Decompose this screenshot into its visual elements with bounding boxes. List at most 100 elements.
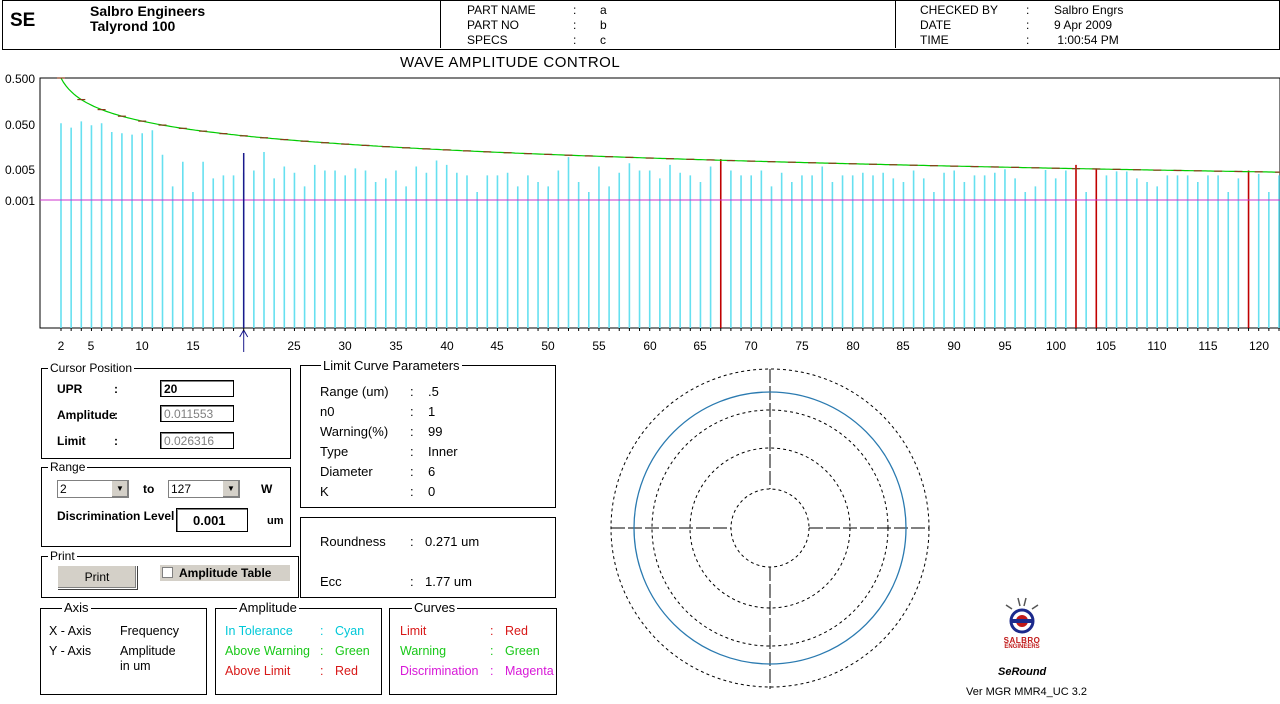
chevron-down-icon[interactable]: ▼: [111, 481, 128, 497]
header-logo-text: SE: [10, 10, 36, 31]
x-tick-label: 120: [1249, 339, 1270, 353]
specs-label: SPECS: [467, 33, 508, 47]
amplitude-legend-colon: :: [320, 644, 324, 658]
checked-by-value: Salbro Engrs: [1054, 3, 1124, 17]
discrimination-unit: um: [267, 515, 284, 527]
limit-param-value: 0: [428, 484, 436, 499]
x-tick-label: 50: [541, 339, 555, 353]
x-tick-label: 90: [947, 339, 961, 353]
limit-param-label: K: [320, 484, 329, 499]
header-divider-2: [895, 0, 896, 48]
salbro-logo-icon: [1005, 597, 1039, 634]
print-button[interactable]: Print: [57, 565, 137, 589]
curves-legend-title: Curves: [412, 600, 458, 615]
amplitude-colon: :: [114, 408, 118, 422]
date-colon: :: [1026, 18, 1030, 32]
chart-title: WAVE AMPLITUDE CONTROL: [400, 54, 621, 71]
x-tick-label: 75: [795, 339, 809, 353]
x-tick-label: 35: [389, 339, 403, 353]
polar-profile: [633, 391, 907, 665]
x-tick-label: 25: [287, 339, 301, 353]
cursor-arrow-icon[interactable]: [239, 328, 249, 352]
curves-legend-value: Red: [505, 624, 528, 638]
y-axis-value-1: Amplitude: [120, 644, 176, 658]
limit-params-title: Limit Curve Parameters: [321, 358, 462, 373]
version-label: Ver MGR MMR4_UC 3.2: [966, 686, 1088, 698]
amplitude-table-label[interactable]: Amplitude Table: [179, 566, 272, 580]
limit-field: 0.026316: [160, 432, 234, 449]
x-tick-label: 40: [440, 339, 454, 353]
checked-by-label: CHECKED BY: [920, 3, 999, 17]
roundness-colon: :: [410, 534, 414, 549]
limit-param-label: Range (um): [320, 384, 389, 399]
amplitude-legend-value: Green: [335, 644, 370, 658]
amplitude-legend-value: Red: [335, 664, 358, 678]
upr-colon: :: [114, 382, 118, 396]
chevron-down-icon[interactable]: ▼: [222, 481, 239, 497]
curves-legend-value: Magenta: [505, 664, 554, 678]
limit-param-colon: :: [410, 444, 414, 459]
curves-legend-label: Discrimination: [400, 664, 479, 678]
discrimination-input[interactable]: 0.001: [176, 508, 248, 532]
part-no-value: b: [600, 18, 607, 32]
curves-legend-colon: :: [490, 644, 494, 658]
specs-colon: :: [573, 33, 577, 47]
range-to-label: to: [143, 482, 155, 496]
limit-param-label: Warning(%): [320, 424, 389, 439]
x-tick-label: 65: [693, 339, 707, 353]
limit-param-label: Type: [320, 444, 349, 459]
part-no-colon: :: [573, 18, 577, 32]
limit-param-colon: :: [410, 384, 414, 399]
axis-legend-group: [40, 608, 207, 695]
x-tick-label: 80: [846, 339, 860, 353]
header-bar: [2, 0, 1280, 50]
x-tick-label: 70: [744, 339, 758, 353]
curves-legend-group: [389, 608, 557, 695]
ecc-colon: :: [410, 574, 414, 589]
amplitude-table-checkbox[interactable]: [162, 567, 173, 578]
time-value: 1:00:54 PM: [1054, 33, 1119, 47]
x-tick-label: 85: [896, 339, 910, 353]
roundness-label: Roundness: [320, 534, 386, 549]
x-tick-label: 100: [1046, 339, 1067, 353]
axis-legend-title: Axis: [62, 600, 91, 615]
x-tick-label: 115: [1198, 339, 1218, 353]
range-to-select[interactable]: 127 ▼: [168, 480, 240, 498]
amplitude-legend-label: In Tolerance: [225, 624, 293, 638]
ecc-value: 1.77 um: [425, 574, 472, 589]
limit-param-label: n0: [320, 404, 335, 419]
upr-input[interactable]: 20: [160, 380, 234, 397]
upr-label: UPR: [57, 382, 83, 396]
roundness-value: 0.271 um: [425, 534, 480, 549]
results-group: [300, 517, 556, 598]
limit-param-label: Diameter: [320, 464, 373, 479]
curves-legend-label: Warning: [400, 644, 447, 658]
curves-legend-label: Limit: [400, 624, 427, 638]
amplitude-table-checkbox-area[interactable]: [160, 565, 290, 581]
limit-param-value: .5: [428, 384, 439, 399]
x-tick-label: 10: [135, 339, 149, 353]
product-name: Talyrond 100: [90, 18, 176, 34]
amplitude-legend-colon: :: [320, 624, 324, 638]
x-axis-label: X - Axis: [49, 624, 92, 638]
y-axis-label: Y - Axis: [49, 644, 92, 658]
header-divider-1: [440, 0, 441, 48]
logo-line-1: SALBRO: [1003, 636, 1041, 645]
specs-value: c: [600, 33, 606, 47]
limit-param-colon: :: [410, 464, 414, 479]
range-title: Range: [48, 460, 88, 474]
x-tick-label: 110: [1147, 339, 1167, 353]
x-tick-label: 2: [57, 339, 65, 353]
discrimination-label: Discrimination Level: [57, 509, 175, 523]
range-from-select[interactable]: 2 ▼: [57, 480, 129, 498]
limit-param-value: 6: [428, 464, 436, 479]
x-tick-label: 55: [592, 339, 606, 353]
y-axis-value-2: in um: [120, 659, 151, 673]
range-from-value: 2: [60, 482, 67, 496]
y-tick-label-3: 0.001: [5, 194, 36, 208]
amplitude-legend-label: Above Limit: [225, 664, 291, 678]
x-tick-label: 5: [87, 339, 95, 353]
amplitude-legend-colon: :: [320, 664, 324, 678]
time-label: TIME: [920, 33, 949, 47]
wave-amplitude-chart[interactable]: [0, 68, 1280, 354]
